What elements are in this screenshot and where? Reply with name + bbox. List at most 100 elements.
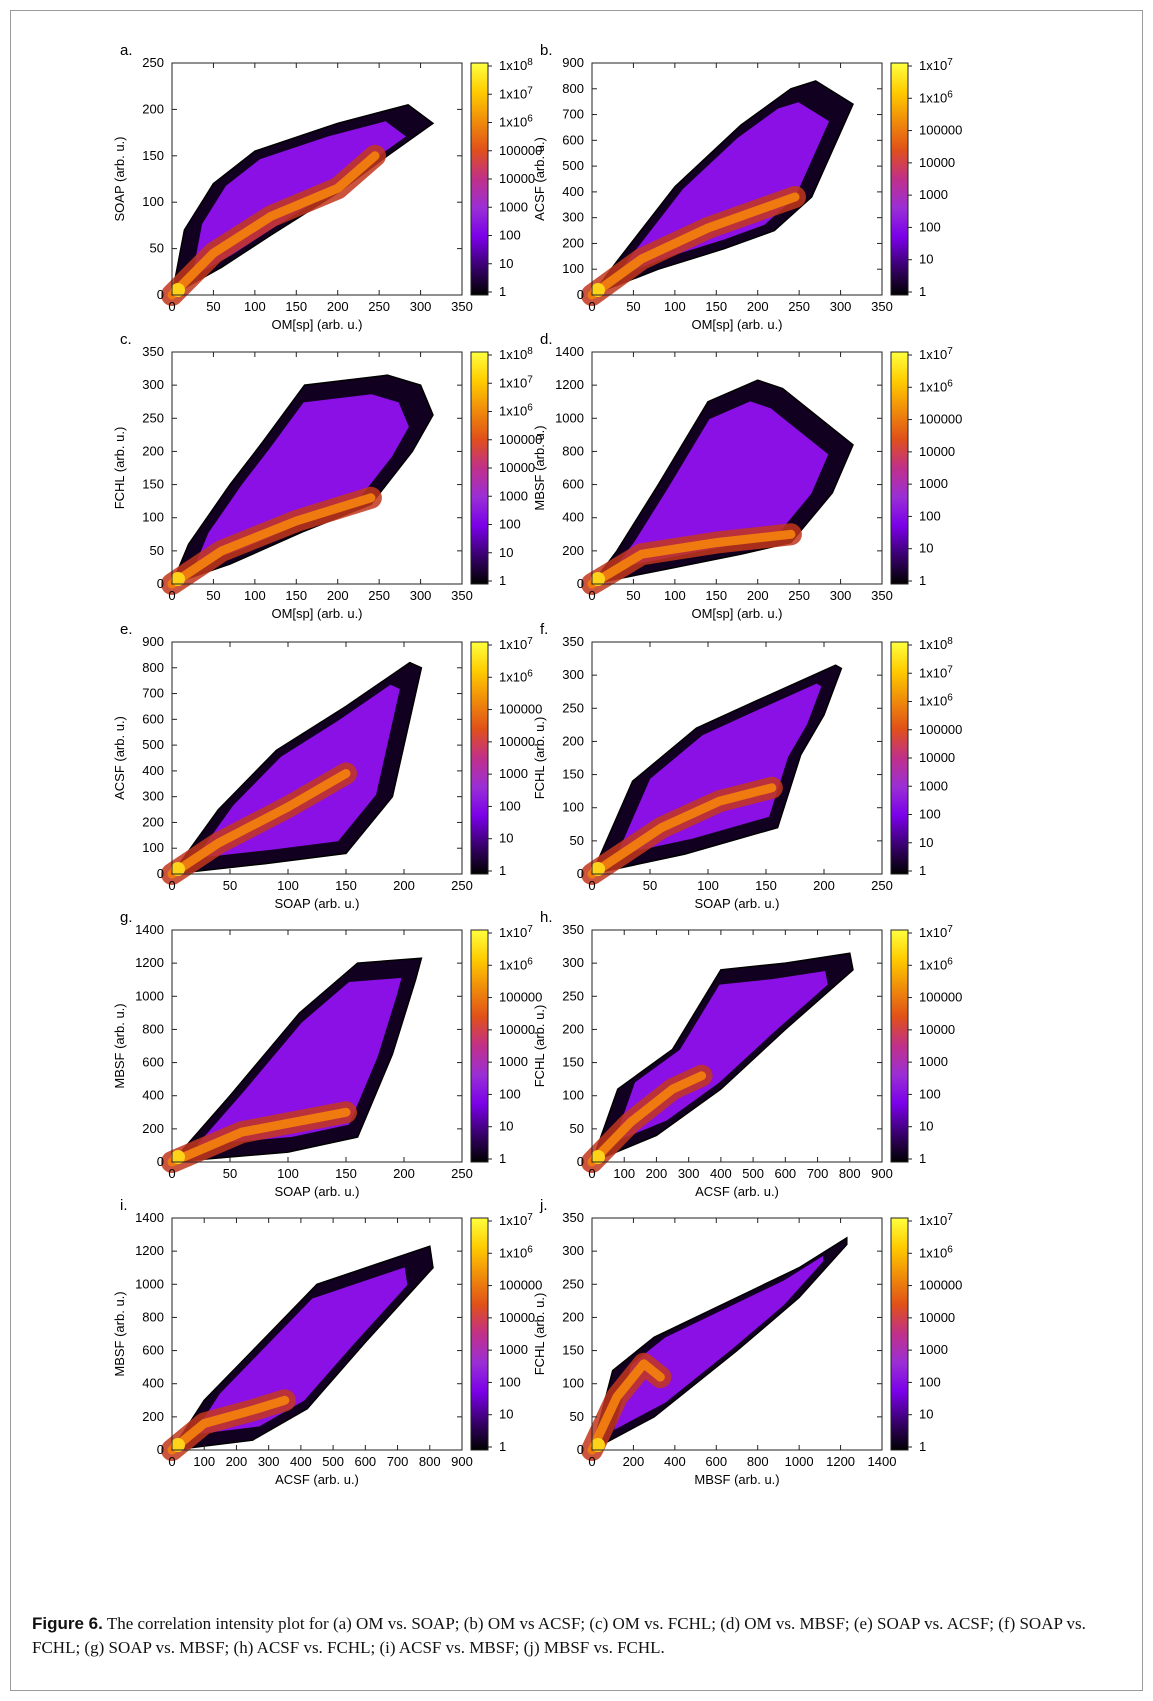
colorbar-tick-label: 1x107 <box>919 664 953 680</box>
colorbar <box>890 929 909 1163</box>
panel-label: c. <box>120 331 132 348</box>
density-peak <box>167 769 351 879</box>
colorbar-tick-label: 100 <box>919 508 941 523</box>
x-tick-label: 200 <box>393 878 415 893</box>
x-tick-label: 0 <box>588 299 595 314</box>
y-tick-label: 250 <box>562 988 584 1003</box>
x-axis-label: ACSF (arb. u.) <box>695 1184 779 1199</box>
y-tick-label: 50 <box>150 543 164 558</box>
plot-frame <box>171 62 463 296</box>
colorbar-tick-label: 1x107 <box>919 57 953 73</box>
y-tick-label: 300 <box>562 667 584 682</box>
colorbar-tick-label: 100 <box>919 219 941 234</box>
colorbar <box>470 641 489 875</box>
y-tick-label: 400 <box>142 1376 164 1391</box>
x-tick-label: 150 <box>285 299 307 314</box>
y-tick-label: 200 <box>562 1021 584 1036</box>
colorbar <box>890 1217 909 1451</box>
x-tick-label: 400 <box>664 1454 686 1469</box>
colorbar-tick-label: 1000 <box>919 1342 948 1357</box>
x-tick-label: 150 <box>335 1166 357 1181</box>
plot-frame <box>591 641 883 875</box>
plot-frame <box>171 641 463 875</box>
x-axis-label: OM[sp] (arb. u.) <box>271 317 362 332</box>
x-tick-label: 0 <box>168 588 175 603</box>
colorbar-tick-label: 10000 <box>919 444 955 459</box>
x-tick-label: 0 <box>588 588 595 603</box>
density-peak <box>587 1359 665 1455</box>
chart-panel-c: c. 0 50 100 150 200 250 300 350 0 50 100 150 200 250 30… <box>112 331 542 621</box>
y-tick-label: 100 <box>562 1088 584 1103</box>
y-tick-label: 350 <box>562 1210 584 1225</box>
colorbar-tick-label: 1x106 <box>499 668 533 684</box>
density-body <box>194 394 409 566</box>
y-tick-label: 100 <box>142 194 164 209</box>
chart-panel-i: i. 0 100 200 300 400 500 600 700 800 900 0 200 400 600… <box>112 1197 542 1487</box>
colorbar-tick-label: 1 <box>919 284 926 299</box>
density-max <box>591 862 605 876</box>
x-tick-label: 300 <box>830 299 852 314</box>
colorbar-tick-label: 1x107 <box>499 374 533 390</box>
colorbar <box>890 351 909 585</box>
x-tick-label: 1200 <box>826 1454 855 1469</box>
y-tick-label: 150 <box>142 148 164 163</box>
y-tick-label: 800 <box>562 443 584 458</box>
x-tick-label: 100 <box>664 299 686 314</box>
x-axis-label: OM[sp] (arb. u.) <box>691 606 782 621</box>
y-tick-label: 1200 <box>555 377 584 392</box>
x-tick-label: 800 <box>747 1454 769 1469</box>
x-tick-label: 300 <box>410 299 432 314</box>
y-tick-label: 0 <box>577 576 584 591</box>
x-tick-label: 250 <box>368 299 390 314</box>
density-peak <box>167 493 376 589</box>
y-tick-label: 400 <box>142 1088 164 1103</box>
colorbar-tick-label: 1000 <box>919 1054 948 1069</box>
colorbar-tick-label: 1 <box>919 1439 926 1454</box>
y-tick-label: 1000 <box>135 988 164 1003</box>
density-max <box>171 283 185 297</box>
y-tick-label: 300 <box>142 377 164 392</box>
density-max <box>171 1150 185 1164</box>
y-tick-label: 1200 <box>135 955 164 970</box>
colorbar-tick-label: 10 <box>499 831 513 846</box>
x-tick-label: 100 <box>277 1166 299 1181</box>
y-tick-label: 0 <box>157 1154 164 1169</box>
x-tick-label: 350 <box>871 299 893 314</box>
y-tick-label: 250 <box>142 410 164 425</box>
y-tick-label: 250 <box>562 700 584 715</box>
colorbar-tick-label: 10000 <box>919 155 955 170</box>
y-tick-label: 100 <box>142 510 164 525</box>
colorbar-tick-label: 10 <box>499 256 513 271</box>
y-tick-label: 150 <box>562 1343 584 1358</box>
plot-frame <box>591 351 883 585</box>
colorbar-tick-label: 1x107 <box>499 636 533 652</box>
x-tick-label: 50 <box>643 878 657 893</box>
x-tick-label: 250 <box>788 299 810 314</box>
colorbar-tick-label: 1 <box>499 284 506 299</box>
density-max <box>171 572 185 586</box>
colorbar-tick-label: 10 <box>919 1119 933 1134</box>
density-max <box>591 572 605 586</box>
y-tick-label: 200 <box>562 235 584 250</box>
y-tick-label: 0 <box>577 1442 584 1457</box>
colorbar-tick-label: 100000 <box>499 432 542 447</box>
y-tick-label: 600 <box>142 711 164 726</box>
x-tick-label: 600 <box>705 1454 727 1469</box>
x-tick-label: 100 <box>244 588 266 603</box>
chart-panel-b: b. 0 50 100 150 200 250 300 350 0 100 200 300 400 500 6… <box>532 42 962 332</box>
plot-frame <box>171 1217 463 1451</box>
colorbar-tick-label: 1x107 <box>919 346 953 362</box>
colorbar-tick-label: 1x108 <box>499 346 533 362</box>
chart-panel-a: a. 0 50 100 150 200 250 300 350 0 50 100 150 200 250 OM… <box>112 42 542 332</box>
y-axis-label: MBSF (arb. u.) <box>112 1003 127 1088</box>
x-tick-label: 400 <box>290 1454 312 1469</box>
density-body <box>614 1255 824 1430</box>
colorbar-tick-label: 1x107 <box>499 1212 533 1228</box>
x-tick-label: 200 <box>813 878 835 893</box>
x-tick-label: 300 <box>678 1166 700 1181</box>
plot-frame <box>591 62 883 296</box>
colorbar-tick-label: 1x106 <box>499 1244 533 1260</box>
colorbar <box>890 641 909 875</box>
colorbar-tick-label: 100 <box>919 1374 941 1389</box>
colorbar-tick-label: 10000 <box>499 1022 535 1037</box>
